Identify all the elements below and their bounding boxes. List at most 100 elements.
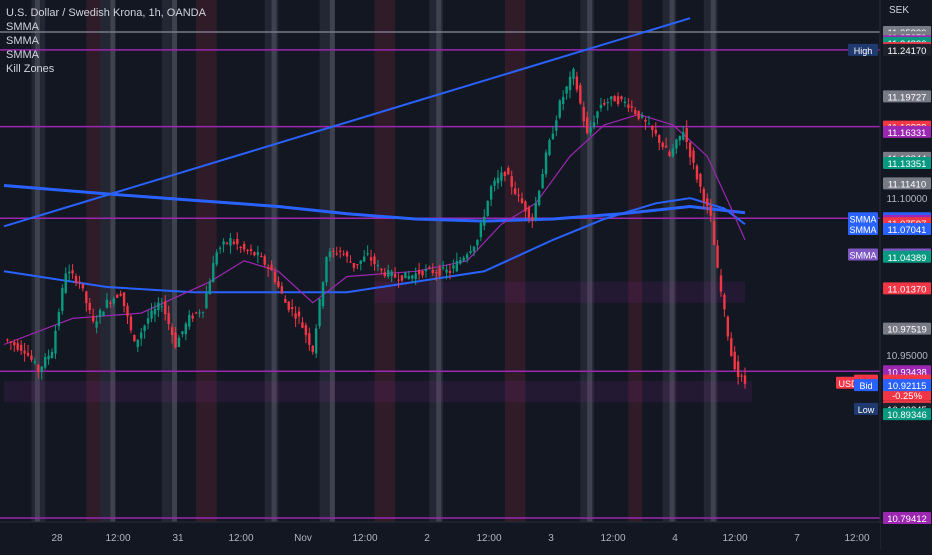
candle-body[interactable] [332, 251, 335, 253]
candle-body[interactable] [644, 119, 647, 122]
candle-body[interactable] [603, 102, 606, 105]
candle-body[interactable] [493, 180, 496, 186]
candle-body[interactable] [404, 272, 407, 279]
candle-body[interactable] [407, 275, 411, 279]
candle-body[interactable] [537, 190, 541, 206]
candle-body[interactable] [459, 260, 462, 264]
candle-body[interactable] [9, 341, 13, 343]
price-tag-badge[interactable] [848, 223, 878, 236]
candle-body[interactable] [733, 351, 736, 370]
candle-body[interactable] [212, 262, 215, 283]
candle-body[interactable] [64, 273, 67, 293]
candle-body[interactable] [455, 261, 459, 272]
candle-body[interactable] [112, 298, 115, 304]
candle-body[interactable] [503, 171, 507, 177]
candle-body[interactable] [215, 252, 218, 265]
candle-body[interactable] [78, 281, 81, 283]
candle-body[interactable] [730, 338, 733, 357]
candle-body[interactable] [390, 271, 393, 277]
candle-body[interactable] [520, 198, 524, 204]
candle-body[interactable] [30, 355, 33, 360]
candle-body[interactable] [695, 165, 699, 180]
candle-body[interactable] [325, 257, 328, 283]
candle-body[interactable] [146, 318, 150, 324]
candle-body[interactable] [284, 299, 287, 303]
candle-body[interactable] [513, 188, 517, 194]
legend-smma-1[interactable]: SMMA [6, 21, 39, 33]
candle-body[interactable] [589, 127, 592, 133]
candle-body[interactable] [242, 243, 246, 250]
candle-body[interactable] [174, 332, 177, 348]
candle-body[interactable] [452, 265, 455, 269]
candle-body[interactable] [397, 279, 400, 281]
candle-body[interactable] [651, 125, 654, 130]
candle-body[interactable] [95, 321, 98, 328]
candle-body[interactable] [253, 252, 256, 256]
price-label-badge[interactable] [883, 379, 931, 392]
candle-body[interactable] [606, 102, 609, 104]
candle-body[interactable] [373, 256, 376, 265]
candle-body[interactable] [201, 311, 205, 313]
candle-body[interactable] [658, 135, 661, 143]
candle-body[interactable] [726, 316, 730, 337]
candle-body[interactable] [102, 311, 105, 316]
candle-body[interactable] [541, 173, 544, 189]
candle-body[interactable] [599, 104, 603, 109]
candle-body[interactable] [363, 256, 366, 262]
price-label-badge[interactable] [883, 43, 931, 56]
candle-body[interactable] [198, 312, 201, 314]
candle-body[interactable] [345, 251, 349, 257]
candle-body[interactable] [338, 250, 342, 252]
candle-body[interactable] [486, 200, 489, 216]
price-label-badge[interactable] [883, 322, 931, 335]
price-label-badge[interactable] [883, 282, 931, 295]
candle-body[interactable] [229, 238, 232, 246]
candle-body[interactable] [424, 269, 428, 272]
candle-body[interactable] [342, 253, 345, 255]
candle-body[interactable] [33, 361, 37, 363]
candle-body[interactable] [671, 148, 675, 157]
candle-body[interactable] [596, 111, 599, 118]
candle-body[interactable] [555, 120, 558, 131]
candle-body[interactable] [167, 313, 170, 325]
candle-body[interactable] [177, 337, 181, 348]
candle-body[interactable] [558, 100, 561, 118]
candle-body[interactable] [524, 201, 527, 212]
candle-body[interactable] [568, 76, 572, 91]
candle-body[interactable] [37, 365, 40, 373]
candle-body[interactable] [483, 216, 486, 226]
candle-body[interactable] [465, 254, 469, 259]
candle-body[interactable] [551, 133, 555, 140]
candle-body[interactable] [133, 334, 136, 342]
candle-body[interactable] [411, 275, 414, 279]
candle-body[interactable] [140, 332, 143, 339]
candle-body[interactable] [81, 283, 85, 289]
candle-body[interactable] [496, 177, 500, 184]
candle-body[interactable] [561, 96, 565, 104]
candle-body[interactable] [702, 188, 706, 203]
candle-body[interactable] [359, 260, 362, 264]
candle-body[interactable] [613, 96, 616, 102]
candle-body[interactable] [50, 352, 54, 359]
candle-body[interactable] [565, 86, 568, 94]
candle-body[interactable] [164, 301, 167, 315]
candle-body[interactable] [266, 267, 270, 269]
candle-body[interactable] [575, 76, 579, 90]
currency-label[interactable]: SEK [889, 5, 910, 16]
candle-body[interactable] [194, 312, 198, 314]
candle-body[interactable] [534, 203, 537, 219]
candle-body[interactable] [314, 328, 318, 354]
candle-body[interactable] [723, 294, 726, 310]
candle-body[interactable] [6, 339, 9, 341]
candle-body[interactable] [445, 269, 448, 273]
smma-slow-line[interactable] [3, 184, 746, 223]
candle-body[interactable] [678, 135, 682, 141]
candle-body[interactable] [126, 305, 129, 317]
candle-body[interactable] [277, 281, 280, 287]
price-tag-badge[interactable] [848, 43, 878, 56]
candle-body[interactable] [287, 301, 290, 310]
trend-line[interactable] [3, 17, 691, 228]
candle-body[interactable] [548, 140, 551, 155]
candle-body[interactable] [270, 264, 273, 271]
